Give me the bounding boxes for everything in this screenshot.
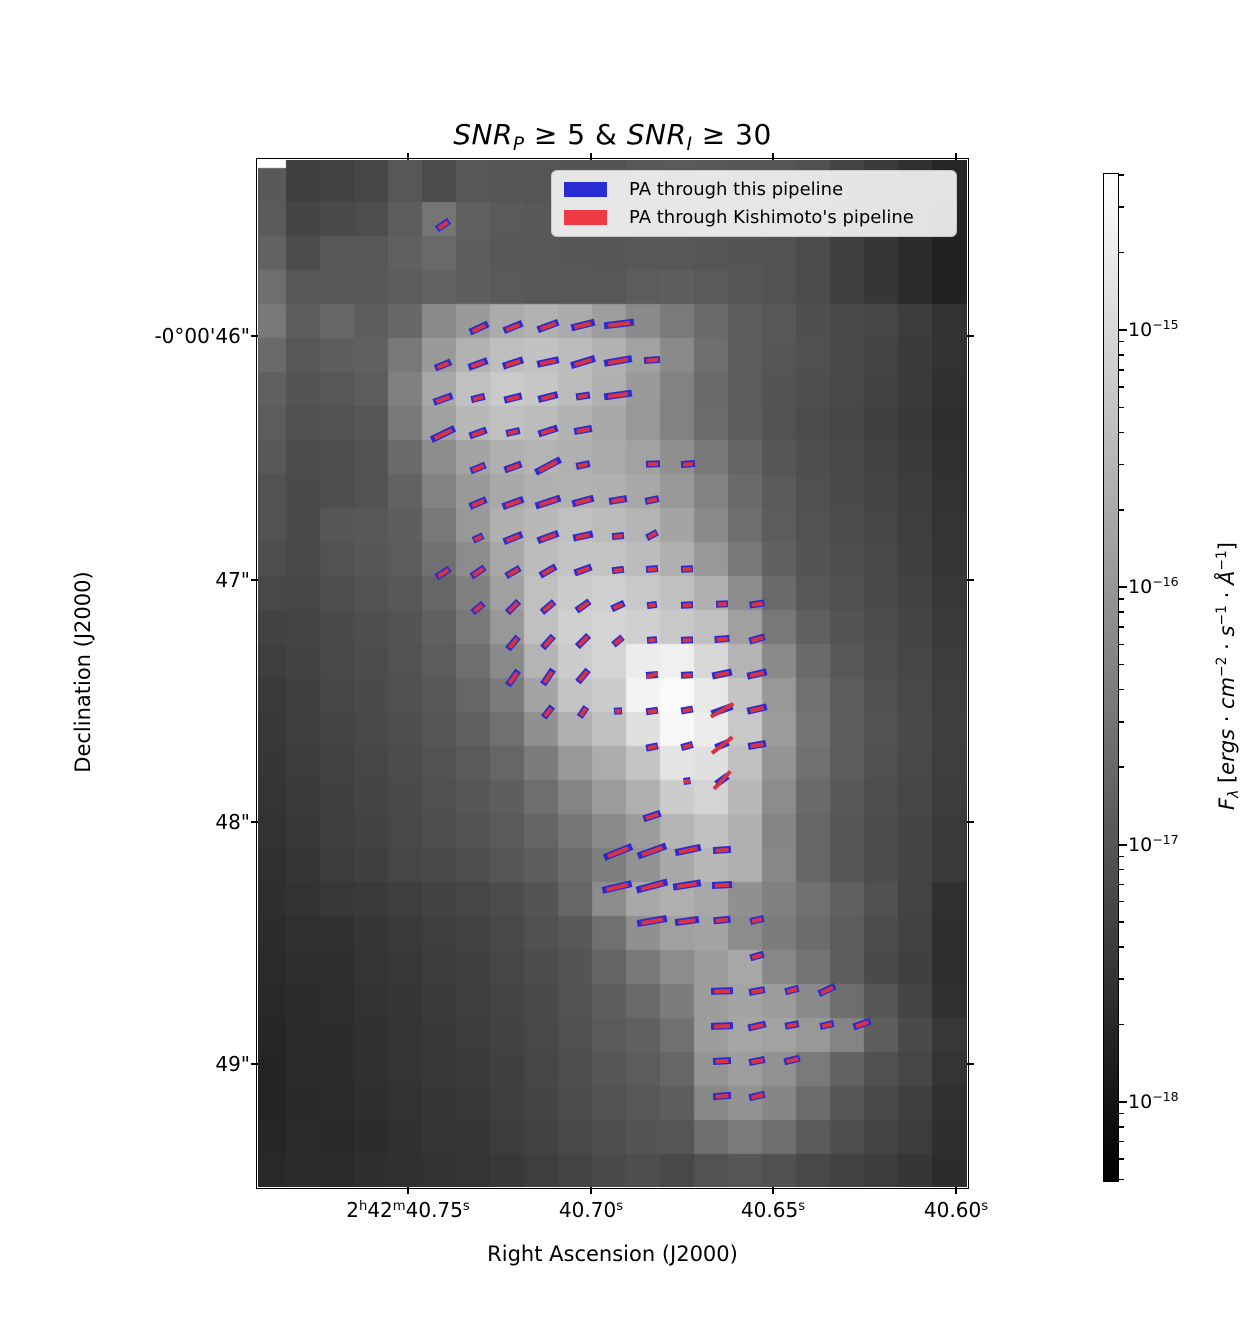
colorbar-tick-label: 10−16 [1128, 574, 1179, 598]
x-tick-mark [772, 1187, 774, 1194]
x-tick-mark-top [590, 153, 592, 160]
colorbar-tick-mark [1119, 1158, 1124, 1160]
y-tick-label: 47" [215, 568, 250, 592]
x-tick-mark [955, 1187, 957, 1194]
y-tick-label: 48" [215, 810, 250, 834]
y-tick-mark-right [967, 1063, 974, 1065]
y-tick-mark-right [967, 335, 974, 337]
x-axis-label: Right Ascension (J2000) [487, 1242, 738, 1266]
y-tick-mark-right [967, 579, 974, 581]
colorbar-tick-mark [1119, 611, 1124, 613]
y-tick-mark [251, 1063, 258, 1065]
pa-vector-kishimoto-pipeline [714, 1023, 730, 1029]
y-tick-mark [251, 335, 258, 337]
colorbar-tick-mark [1119, 598, 1124, 600]
pa-vectors-layer [258, 160, 967, 1187]
colorbar-tick-mark [1119, 174, 1124, 176]
colorbar-tick-mark [1119, 1178, 1124, 1181]
colorbar-tick-mark [1119, 663, 1124, 666]
colorbar-tick-mark [1119, 354, 1124, 356]
colorbar-tick-mark [1119, 643, 1124, 646]
colorbar-tick-mark [1119, 688, 1124, 691]
y-tick-mark [251, 579, 258, 581]
colorbar-tick-mark [1119, 431, 1124, 434]
x-tick-label: 40.60s [923, 1198, 989, 1222]
colorbar-tick-mark [1119, 509, 1124, 511]
colorbar-tick-mark [1119, 900, 1124, 903]
colorbar-tick-mark [1119, 1126, 1124, 1128]
colorbar-tick-mark [1119, 868, 1124, 871]
colorbar-tick-mark [1119, 329, 1127, 331]
colorbar-tick-mark [1119, 978, 1124, 980]
x-tick-mark-top [407, 153, 409, 160]
colorbar-tick-mark [1119, 386, 1124, 388]
x-tick-label: 40.70s [558, 1198, 624, 1222]
legend-label: PA through Kishimoto's pipeline [629, 207, 914, 229]
legend-patch-red [564, 210, 607, 226]
colorbar-tick-mark [1119, 844, 1127, 846]
x-tick-label: 2h42m40.75s [346, 1198, 470, 1222]
colorbar-tick-mark [1119, 463, 1124, 466]
pa-vector-kishimoto-pipeline [715, 1058, 729, 1064]
colorbar-tick-mark [1119, 626, 1124, 628]
pa-vector-kishimoto-pipeline [682, 567, 692, 571]
colorbar-tick-label: 10−18 [1128, 1089, 1179, 1113]
pa-vector-kishimoto-pipeline [682, 638, 692, 642]
colorbar-tick-mark [1119, 883, 1124, 886]
y-axis-label: Declination (J2000) [71, 571, 95, 773]
pa-vector-kishimoto-pipeline [614, 709, 622, 713]
colorbar-tick-mark [1119, 766, 1124, 768]
legend-label: PA through this pipeline [629, 178, 844, 200]
colorbar-tick-mark [1119, 586, 1127, 588]
colorbar-tick-mark [1119, 1101, 1127, 1103]
colorbar-tick-mark [1119, 855, 1124, 858]
y-tick-mark [251, 821, 258, 823]
colorbar-tick-mark [1119, 1023, 1124, 1026]
colorbar-tick-mark [1119, 1112, 1124, 1115]
flux-image [258, 160, 967, 1187]
colorbar-tick-mark [1119, 921, 1124, 923]
colorbar-tick-label: 10−15 [1128, 317, 1179, 341]
colorbar-label: Fλ [ergs · cm−2 · s−1 · Å−1] [1214, 542, 1243, 810]
x-tick-mark-top [955, 153, 957, 160]
colorbar-tick-mark [1119, 251, 1124, 254]
colorbar-tick-mark [1119, 1140, 1124, 1143]
colorbar [1103, 173, 1119, 1182]
x-tick-label: 40.65s [740, 1198, 806, 1222]
legend-item-kishimoto-pipeline: PA through Kishimoto's pipeline [564, 207, 944, 228]
pa-vector-kishimoto-pipeline [682, 673, 692, 677]
y-tick-label: -0°00'46" [154, 324, 250, 348]
x-tick-mark [590, 1187, 592, 1194]
plot-title: SNRP ≥ 5 & SNRI ≥ 30 [453, 118, 772, 155]
colorbar-tick-mark [1119, 206, 1124, 208]
colorbar-tick-mark [1119, 406, 1124, 409]
pa-vector-kishimoto-pipeline [714, 988, 730, 994]
colorbar-tick-mark [1119, 721, 1124, 723]
legend-patch-blue [564, 181, 607, 197]
colorbar-tick-mark [1119, 340, 1124, 343]
x-tick-mark [407, 1187, 409, 1194]
pa-vector-kishimoto-pipeline [682, 603, 692, 607]
y-tick-mark-right [967, 821, 974, 823]
y-tick-label: 49" [215, 1052, 250, 1076]
pa-vector-kishimoto-pipeline [648, 637, 656, 643]
x-tick-mark-top [772, 153, 774, 160]
pa-vector-kishimoto-pipeline [647, 566, 657, 572]
pa-vector-kishimoto-pipeline [647, 462, 659, 466]
colorbar-tick-label: 10−17 [1128, 832, 1179, 856]
legend-item-this-pipeline: PA through this pipeline [564, 179, 944, 200]
pa-vector-kishimoto-pipeline [717, 602, 727, 606]
legend: PA through this pipeline PA through Kish… [551, 170, 957, 237]
pa-vector-kishimoto-pipeline [714, 882, 730, 888]
colorbar-tick-mark [1119, 946, 1124, 948]
colorbar-tick-mark [1119, 369, 1124, 371]
